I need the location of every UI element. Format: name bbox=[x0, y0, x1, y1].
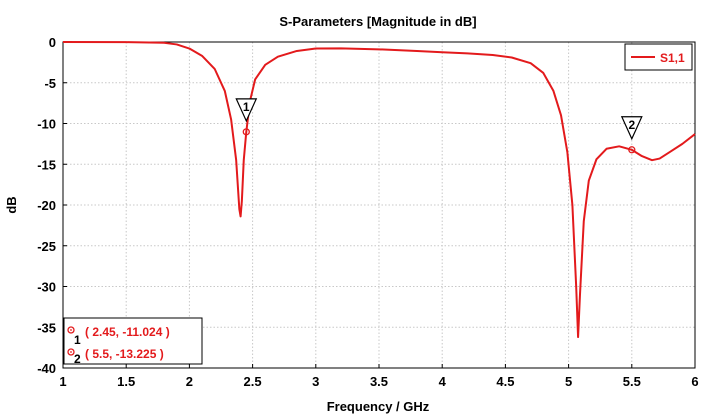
y-tick-label: -35 bbox=[37, 320, 56, 335]
x-tick-label: 1.5 bbox=[117, 374, 135, 389]
y-tick-label: -25 bbox=[37, 239, 56, 254]
y-tick-label: -20 bbox=[37, 198, 56, 213]
marker-1-label: 1 bbox=[243, 100, 250, 114]
series-layer bbox=[62, 41, 696, 339]
marker-2-dot bbox=[630, 148, 633, 151]
marker-1-point bbox=[242, 128, 250, 136]
x-tick-label: 4 bbox=[439, 374, 447, 389]
readout-marker-2-id: 2 bbox=[74, 352, 81, 366]
y-tick-label: -10 bbox=[37, 117, 56, 132]
readout-marker-1-dot bbox=[70, 329, 72, 331]
marker-1-flag-icon bbox=[235, 98, 258, 123]
marker-2-flag-icon bbox=[620, 116, 643, 141]
x-tick-label: 5.5 bbox=[623, 374, 641, 389]
x-tick-label: 3 bbox=[312, 374, 319, 389]
marker-2-label: 2 bbox=[628, 118, 635, 132]
chart-title: S-Parameters [Magnitude in dB] bbox=[279, 14, 476, 29]
x-tick-label: 4.5 bbox=[496, 374, 514, 389]
y-tick-label: -30 bbox=[37, 280, 56, 295]
x-tick-label: 5 bbox=[565, 374, 572, 389]
readout-marker-1-id: 1 bbox=[74, 333, 81, 347]
tick-labels: 1 1.5 2 2.5 3 3.5 4 4.5 5 5.5 6 0 -5 -10 -15 -20 -25 -30 -… bbox=[37, 35, 698, 389]
marker-readout-box: 1 ( 2.45, -11.024 ) 2 ( 5.5, -13.225 ) bbox=[63, 317, 203, 366]
readout-marker-2-dot bbox=[70, 351, 72, 353]
readout-marker-1-icon bbox=[67, 326, 75, 334]
marker-layer: 12 bbox=[235, 98, 643, 154]
y-tick-label: -15 bbox=[37, 157, 56, 172]
legend-entry-s11: S1,1 bbox=[660, 51, 685, 65]
x-tick-label: 2.5 bbox=[244, 374, 262, 389]
series-line-s11 bbox=[62, 41, 696, 339]
readout-marker-1-value: ( 2.45, -11.024 ) bbox=[85, 325, 170, 339]
legend: S1,1 bbox=[624, 43, 693, 71]
y-tick-label: -5 bbox=[44, 76, 56, 91]
x-tick-label: 3.5 bbox=[370, 374, 388, 389]
marker-1-dot bbox=[245, 130, 248, 133]
x-axis-label: Frequency / GHz bbox=[327, 399, 430, 414]
readout-frame bbox=[63, 317, 203, 365]
x-tick-label: 2 bbox=[186, 374, 193, 389]
x-tick-label: 1 bbox=[59, 374, 66, 389]
y-axis-label: dB bbox=[4, 196, 19, 213]
readout-marker-2-icon bbox=[67, 348, 75, 356]
marker-2-point bbox=[628, 146, 636, 154]
readout-marker-2-value: ( 5.5, -13.225 ) bbox=[85, 347, 164, 361]
y-tick-label: -40 bbox=[37, 361, 56, 376]
y-tick-label: 0 bbox=[49, 35, 56, 50]
x-tick-label: 6 bbox=[691, 374, 698, 389]
plot-area-frame bbox=[62, 41, 696, 369]
